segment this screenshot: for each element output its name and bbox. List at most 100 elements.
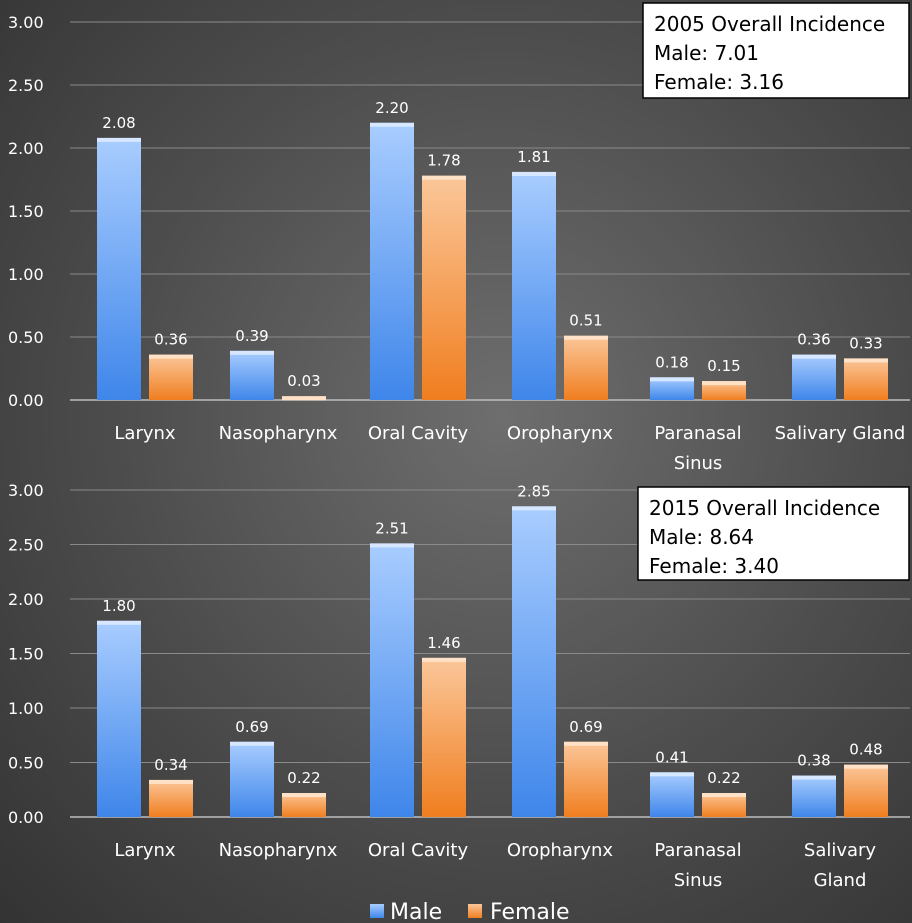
male-bar: [512, 506, 556, 817]
male-bar-cap: [650, 377, 694, 382]
male-bar-cap: [97, 620, 141, 625]
female-legend-swatch: [468, 904, 482, 918]
y-tick-label: 0.50: [8, 754, 44, 773]
y-tick-label: 1.00: [8, 265, 44, 284]
female-bar-cap: [149, 354, 193, 359]
chart-2015: 0.00 0.50 1.00 1.50 2.00 2.50 3.00 1.80 0.69 2.51…: [8, 481, 910, 891]
male-bar-cap: [370, 543, 414, 548]
male-bar: [512, 171, 556, 400]
data-label: 0.15: [707, 357, 740, 375]
x-tick-label: Larynx: [114, 840, 176, 861]
female-bar-cap: [282, 793, 326, 798]
y-tick-label: 2.50: [8, 76, 44, 95]
male-bar-cap: [512, 506, 556, 511]
female-bar-cap: [422, 175, 466, 180]
female-bar-cap: [844, 358, 888, 363]
y-tick-label: 1.00: [8, 699, 44, 718]
y-tick-label: 2.00: [8, 139, 44, 158]
male-bar: [97, 620, 141, 817]
x-tick-label: Nasopharynx: [219, 840, 338, 861]
y-tick-label: 1.50: [8, 645, 44, 664]
male-bar-cap: [792, 775, 836, 780]
data-label: 0.69: [569, 718, 602, 736]
y-tick-label: 3.00: [8, 481, 44, 500]
data-label: 0.22: [287, 769, 320, 787]
data-label: 0.22: [707, 769, 740, 787]
annotation-line: Female: 3.16: [654, 70, 784, 94]
data-label: 0.34: [154, 756, 187, 774]
y-tick-label: 0.00: [8, 808, 44, 827]
x-tick-label: Oral Cavity: [368, 840, 469, 861]
male-bar: [370, 122, 414, 401]
male-bar-cap: [650, 772, 694, 777]
female-bar: [422, 657, 466, 817]
y-tick-label: 0.50: [8, 328, 44, 347]
male-bar: [370, 543, 414, 817]
x-tick-label: Sinus: [674, 453, 723, 474]
annotation-line: Male: 7.01: [654, 41, 759, 65]
x-tick-label: Oropharynx: [507, 423, 614, 444]
chart-2005: 0.00 0.50 1.00 1.50 2.00 2.50 3.00 2.08 0.39 2.20…: [8, 2, 910, 474]
data-label: 0.33: [849, 334, 882, 352]
data-label: 0.41: [655, 748, 688, 766]
male-bar: [230, 350, 274, 400]
x-tick-label: Paranasal: [654, 840, 741, 861]
female-bar: [844, 764, 888, 817]
female-bar: [149, 779, 193, 817]
female-bar-cap: [702, 381, 746, 386]
female-bar: [702, 381, 746, 400]
female-bar-cap: [702, 793, 746, 798]
data-label: 1.46: [427, 634, 460, 652]
female-bar: [564, 335, 608, 400]
legend: Male Female: [370, 900, 570, 923]
x-tick-label: Gland: [814, 870, 867, 891]
male-legend-label: Male: [390, 900, 442, 923]
male-bar-cap: [230, 350, 274, 355]
x-tick-label: Salivary: [804, 840, 877, 861]
annotation-line: 2015 Overall Incidence: [649, 496, 880, 520]
female-bar: [702, 793, 746, 817]
data-label: 1.80: [102, 597, 135, 615]
male-bar: [650, 772, 694, 817]
annotation-box-bg: [642, 2, 910, 99]
data-label: 0.03: [287, 372, 320, 390]
data-label: 0.51: [569, 312, 602, 330]
data-label: 0.18: [655, 353, 688, 371]
overall-incidence-box: 2005 Overall Incidence Male: 7.01 Female: …: [642, 2, 910, 99]
data-label: 1.78: [427, 152, 460, 170]
male-bar: [792, 354, 836, 400]
male-bar-cap: [97, 137, 141, 142]
x-tick-label: Oropharynx: [507, 840, 614, 861]
male-legend-swatch: [370, 904, 384, 918]
data-label: 0.39: [235, 327, 268, 345]
data-label: 2.08: [102, 114, 135, 132]
overall-incidence-box: 2015 Overall Incidence Male: 8.64 Female: …: [637, 486, 910, 581]
female-legend-label: Female: [490, 900, 570, 923]
female-bar-cap: [422, 657, 466, 662]
data-label: 0.69: [235, 718, 268, 736]
data-label: 2.20: [375, 99, 408, 117]
y-tick-label: 2.50: [8, 536, 44, 555]
y-tick-label: 2.00: [8, 590, 44, 609]
x-tick-label: Salivary Gland: [775, 423, 906, 444]
female-bar: [564, 741, 608, 817]
x-tick-label: Sinus: [674, 870, 723, 891]
data-label: 2.85: [517, 482, 550, 500]
y-tick-label: 0.00: [8, 391, 44, 410]
male-bar-cap: [792, 354, 836, 359]
x-tick-label: Nasopharynx: [219, 423, 338, 444]
data-label: 0.36: [797, 331, 830, 349]
female-bar-cap: [282, 396, 326, 401]
annotation-box-bg: [637, 486, 910, 581]
data-label: 0.36: [154, 331, 187, 349]
male-bar-cap: [230, 741, 274, 746]
male-bar-cap: [370, 122, 414, 127]
x-tick-label: Oral Cavity: [368, 423, 469, 444]
annotation-line: Male: 8.64: [649, 525, 754, 549]
male-bar: [230, 741, 274, 817]
annotation-line: 2005 Overall Incidence: [654, 12, 885, 36]
male-bar: [792, 775, 836, 817]
data-label: 0.38: [797, 752, 830, 770]
female-bar-cap: [844, 764, 888, 769]
